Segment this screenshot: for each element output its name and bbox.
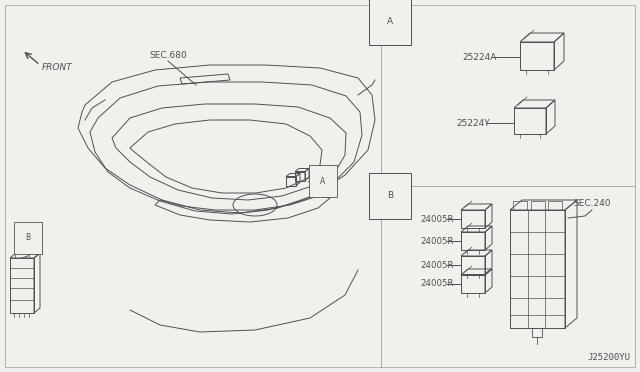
Text: SEC.680: SEC.680 (149, 51, 187, 60)
Text: J25200YU: J25200YU (587, 353, 630, 362)
Text: SEC.240: SEC.240 (573, 199, 611, 208)
Text: 25224Y: 25224Y (456, 119, 490, 128)
Text: 24005R: 24005R (420, 260, 454, 269)
Text: B: B (26, 234, 31, 243)
Text: 24005R: 24005R (420, 215, 454, 224)
Text: 24005R: 24005R (420, 237, 454, 246)
Text: A: A (387, 17, 393, 26)
Text: A: A (321, 176, 326, 186)
Text: B: B (387, 192, 393, 201)
Text: 24005R: 24005R (420, 279, 454, 289)
Text: 25224A: 25224A (462, 52, 497, 61)
Text: FRONT: FRONT (42, 63, 73, 72)
